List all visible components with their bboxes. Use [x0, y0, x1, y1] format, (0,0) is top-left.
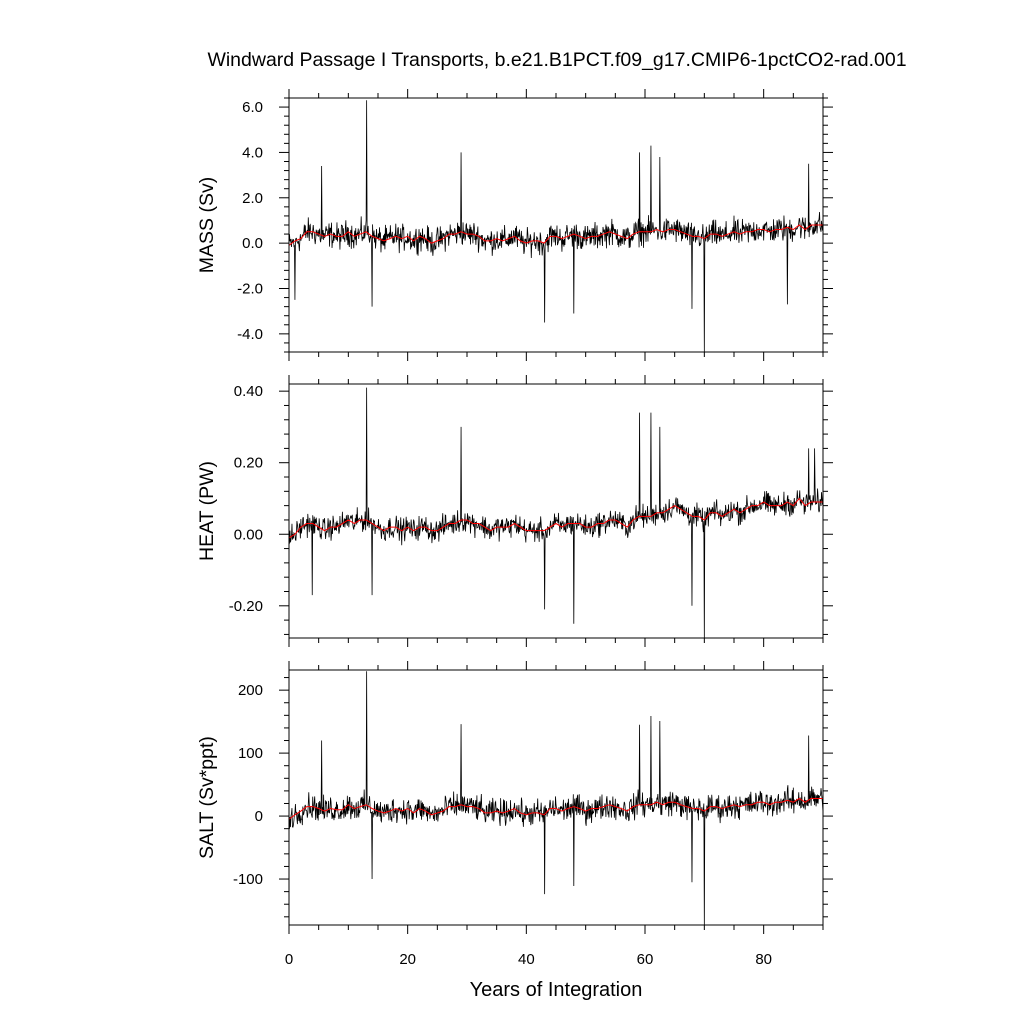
x-tick-label: 60 [637, 951, 654, 968]
monthly-series-line [289, 100, 823, 352]
y-tick-label: -2.0 [237, 281, 263, 298]
y-axis-label: HEAT (PW) [196, 461, 218, 561]
y-tick-label: -4.0 [237, 326, 263, 343]
x-tick-label: 80 [755, 951, 772, 968]
x-tick-label: 0 [285, 951, 293, 968]
y-tick-label: 0.0 [242, 235, 263, 252]
y-axis-label: MASS (Sv) [196, 177, 218, 273]
monthly-series-line [289, 671, 823, 925]
y-tick-label: 100 [238, 745, 263, 762]
y-tick-label: 200 [238, 682, 263, 699]
y-tick-label: 0 [255, 808, 263, 825]
y-tick-label: 0.00 [234, 526, 263, 543]
x-axis-label: Years of Integration [470, 979, 643, 1001]
panel-1: -4.0 -2.0 0.0 2.0 4.0 6.0 MASS (Sv) [196, 89, 833, 361]
y-tick-label: -0.20 [229, 598, 263, 615]
x-tick-label: 20 [399, 951, 416, 968]
x-tick-label: 40 [518, 951, 535, 968]
smoothed-series-line [288, 797, 823, 820]
smoothed-series-line [288, 224, 823, 246]
x-tick-labels: 0 20 40 60 80 [285, 951, 772, 968]
y-tick-label: 2.0 [242, 190, 263, 207]
y-tick-label: 0.20 [234, 455, 263, 472]
panel-3: -100 0 100 200 SALT (Sv*ppt) [196, 661, 833, 934]
smoothed-series-line [288, 497, 823, 539]
panels: -4.0 -2.0 0.0 2.0 4.0 6.0 MASS (Sv) -0.20 0.00 0.… [196, 89, 833, 934]
y-tick-label: -100 [233, 871, 263, 888]
y-tick-label: 6.0 [242, 99, 263, 116]
chart-title: Windward Passage I Transports, b.e21.B1P… [207, 49, 906, 71]
y-axis-label: SALT (Sv*ppt) [196, 736, 218, 859]
y-tick-label: 0.40 [234, 383, 263, 400]
monthly-series-line [289, 387, 823, 638]
y-tick-label: 4.0 [242, 144, 263, 161]
panel-2: -0.20 0.00 0.20 0.40 HEAT (PW) [196, 375, 833, 647]
